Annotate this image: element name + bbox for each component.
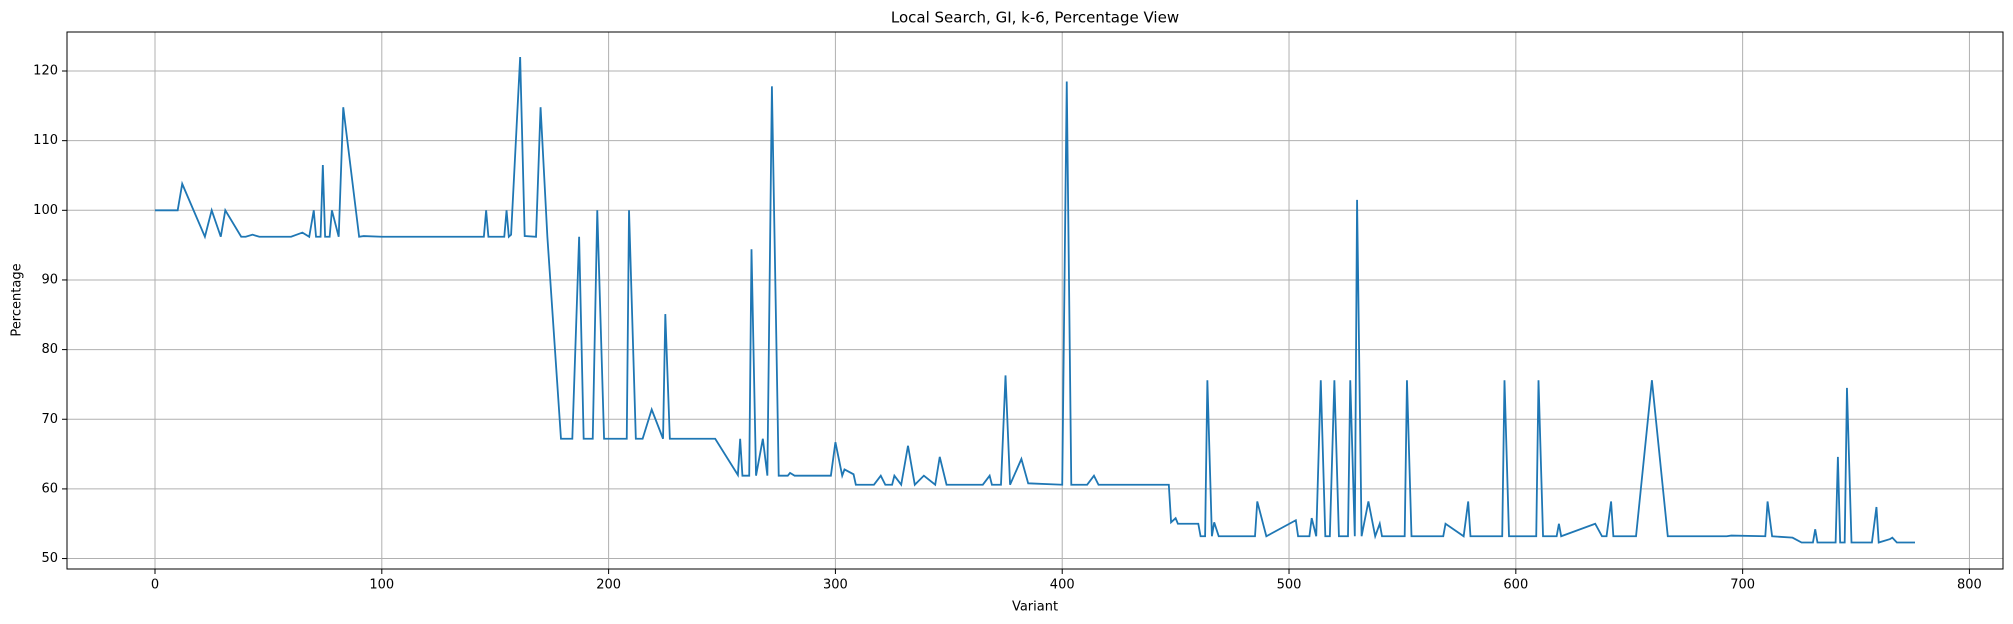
x-tick-label: 800 xyxy=(1957,578,1982,593)
x-tick-label: 200 xyxy=(596,578,621,593)
x-axis-label: Variant xyxy=(1012,600,1058,615)
x-tick-label: 600 xyxy=(1503,578,1528,593)
x-tick-label: 700 xyxy=(1730,578,1755,593)
y-tick-label: 90 xyxy=(41,272,58,287)
y-tick-label: 110 xyxy=(33,133,58,148)
y-tick-label: 80 xyxy=(41,342,58,357)
y-axis-label: Percentage xyxy=(10,263,25,336)
data-line xyxy=(155,57,1915,544)
x-tick-label: 100 xyxy=(369,578,394,593)
x-tick-label: 0 xyxy=(151,578,159,593)
x-tick-label: 300 xyxy=(823,578,848,593)
plot-frame xyxy=(66,31,2004,570)
x-tick-label: 500 xyxy=(1277,578,1302,593)
y-tick-label: 100 xyxy=(33,203,58,218)
x-tick-label: 400 xyxy=(1050,578,1075,593)
y-tick-label: 120 xyxy=(33,64,58,79)
chart-title: Local Search, GI, k-6, Percentage View xyxy=(891,9,1179,27)
y-tick-label: 60 xyxy=(41,481,58,496)
y-tick-label: 50 xyxy=(41,551,58,566)
y-tick-label: 70 xyxy=(41,412,58,427)
